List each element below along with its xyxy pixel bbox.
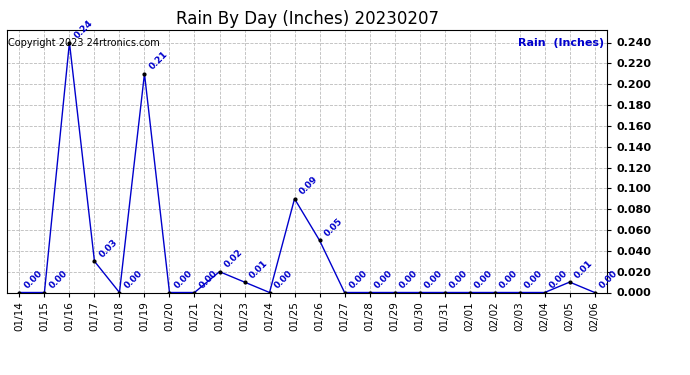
Text: 0.00: 0.00 (197, 268, 219, 290)
Text: Rain  (Inches): Rain (Inches) (518, 38, 604, 48)
Text: 0.21: 0.21 (148, 50, 169, 72)
Text: 0.01: 0.01 (573, 258, 595, 280)
Text: 0.00: 0.00 (22, 268, 44, 290)
Text: 0.00: 0.00 (522, 268, 544, 290)
Text: 0.09: 0.09 (297, 175, 319, 196)
Text: 0.00: 0.00 (448, 268, 469, 290)
Text: 0.00: 0.00 (422, 268, 444, 290)
Text: 0.00: 0.00 (473, 268, 494, 290)
Text: 0.01: 0.01 (248, 258, 269, 280)
Title: Rain By Day (Inches) 20230207: Rain By Day (Inches) 20230207 (175, 10, 439, 28)
Text: 0.00: 0.00 (397, 268, 420, 290)
Text: 0.00: 0.00 (497, 268, 520, 290)
Text: 0.00: 0.00 (348, 268, 369, 290)
Text: Copyright 2023 24rtronics.com: Copyright 2023 24rtronics.com (8, 38, 160, 48)
Text: 0.00: 0.00 (48, 268, 69, 290)
Text: 0.24: 0.24 (72, 18, 95, 40)
Text: 0.00: 0.00 (548, 268, 569, 290)
Text: 0.03: 0.03 (97, 237, 119, 259)
Text: 0.00: 0.00 (598, 268, 620, 290)
Text: 0.05: 0.05 (322, 216, 344, 238)
Text: 0.00: 0.00 (273, 268, 294, 290)
Text: 0.00: 0.00 (373, 268, 394, 290)
Text: 0.00: 0.00 (172, 268, 194, 290)
Text: 0.00: 0.00 (122, 268, 144, 290)
Text: 0.02: 0.02 (222, 248, 244, 270)
